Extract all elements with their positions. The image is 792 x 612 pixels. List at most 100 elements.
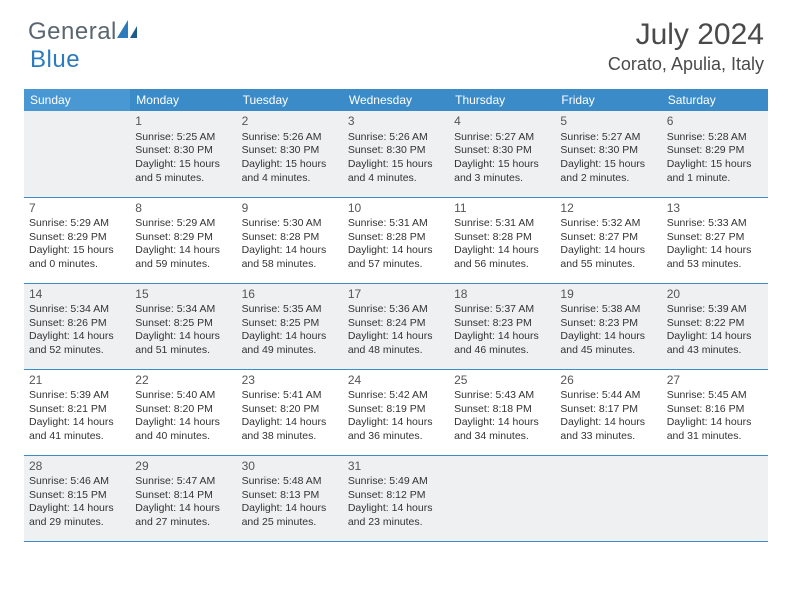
daylight-text-2: and 33 minutes. <box>560 430 656 444</box>
daylight-text-2: and 59 minutes. <box>135 258 231 272</box>
day-number: 18 <box>454 287 550 303</box>
sunset-text: Sunset: 8:29 PM <box>135 231 231 245</box>
sunset-text: Sunset: 8:22 PM <box>667 317 763 331</box>
daylight-text-1: Daylight: 14 hours <box>560 416 656 430</box>
calendar-cell <box>555 455 661 541</box>
daylight-text-1: Daylight: 14 hours <box>29 330 125 344</box>
sunset-text: Sunset: 8:28 PM <box>242 231 338 245</box>
daylight-text-1: Daylight: 15 hours <box>454 158 550 172</box>
dow-row: Sunday Monday Tuesday Wednesday Thursday… <box>24 89 768 111</box>
sunrise-text: Sunrise: 5:31 AM <box>348 217 444 231</box>
day-number: 28 <box>29 459 125 475</box>
calendar-cell: 3Sunrise: 5:26 AMSunset: 8:30 PMDaylight… <box>343 111 449 197</box>
sunrise-text: Sunrise: 5:49 AM <box>348 475 444 489</box>
sunset-text: Sunset: 8:14 PM <box>135 489 231 503</box>
day-number: 25 <box>454 373 550 389</box>
sunset-text: Sunset: 8:26 PM <box>29 317 125 331</box>
daylight-text-1: Daylight: 14 hours <box>135 502 231 516</box>
sunset-text: Sunset: 8:28 PM <box>348 231 444 245</box>
sunrise-text: Sunrise: 5:43 AM <box>454 389 550 403</box>
daylight-text-2: and 2 minutes. <box>560 172 656 186</box>
calendar-cell: 7Sunrise: 5:29 AMSunset: 8:29 PMDaylight… <box>24 197 130 283</box>
day-number: 10 <box>348 201 444 217</box>
daylight-text-2: and 48 minutes. <box>348 344 444 358</box>
daylight-text-2: and 25 minutes. <box>242 516 338 530</box>
sunrise-text: Sunrise: 5:45 AM <box>667 389 763 403</box>
calendar-cell: 25Sunrise: 5:43 AMSunset: 8:18 PMDayligh… <box>449 369 555 455</box>
sunset-text: Sunset: 8:18 PM <box>454 403 550 417</box>
daylight-text-1: Daylight: 14 hours <box>560 244 656 258</box>
sunset-text: Sunset: 8:29 PM <box>667 144 763 158</box>
daylight-text-2: and 46 minutes. <box>454 344 550 358</box>
calendar-cell: 22Sunrise: 5:40 AMSunset: 8:20 PMDayligh… <box>130 369 236 455</box>
daylight-text-1: Daylight: 14 hours <box>29 416 125 430</box>
daylight-text-2: and 49 minutes. <box>242 344 338 358</box>
calendar-week: 1Sunrise: 5:25 AMSunset: 8:30 PMDaylight… <box>24 111 768 197</box>
dow-friday: Friday <box>555 89 661 111</box>
calendar-cell: 29Sunrise: 5:47 AMSunset: 8:14 PMDayligh… <box>130 455 236 541</box>
dow-thursday: Thursday <box>449 89 555 111</box>
sunrise-text: Sunrise: 5:25 AM <box>135 131 231 145</box>
calendar-cell: 4Sunrise: 5:27 AMSunset: 8:30 PMDaylight… <box>449 111 555 197</box>
calendar-cell: 24Sunrise: 5:42 AMSunset: 8:19 PMDayligh… <box>343 369 449 455</box>
logo: General <box>28 18 141 46</box>
sunset-text: Sunset: 8:30 PM <box>135 144 231 158</box>
daylight-text-1: Daylight: 15 hours <box>242 158 338 172</box>
sunrise-text: Sunrise: 5:42 AM <box>348 389 444 403</box>
sunrise-text: Sunrise: 5:27 AM <box>454 131 550 145</box>
day-number: 3 <box>348 114 444 130</box>
day-number: 21 <box>29 373 125 389</box>
daylight-text-1: Daylight: 15 hours <box>348 158 444 172</box>
calendar-cell: 1Sunrise: 5:25 AMSunset: 8:30 PMDaylight… <box>130 111 236 197</box>
sunrise-text: Sunrise: 5:26 AM <box>348 131 444 145</box>
calendar-cell: 19Sunrise: 5:38 AMSunset: 8:23 PMDayligh… <box>555 283 661 369</box>
sunset-text: Sunset: 8:28 PM <box>454 231 550 245</box>
sunrise-text: Sunrise: 5:29 AM <box>135 217 231 231</box>
sunrise-text: Sunrise: 5:36 AM <box>348 303 444 317</box>
sunrise-text: Sunrise: 5:48 AM <box>242 475 338 489</box>
sunset-text: Sunset: 8:23 PM <box>560 317 656 331</box>
logo-text-blue: Blue <box>30 46 80 74</box>
day-number: 11 <box>454 201 550 217</box>
day-number: 13 <box>667 201 763 217</box>
calendar-cell: 31Sunrise: 5:49 AMSunset: 8:12 PMDayligh… <box>343 455 449 541</box>
sunrise-text: Sunrise: 5:39 AM <box>667 303 763 317</box>
sunset-text: Sunset: 8:27 PM <box>560 231 656 245</box>
calendar-cell <box>449 455 555 541</box>
calendar-cell: 23Sunrise: 5:41 AMSunset: 8:20 PMDayligh… <box>237 369 343 455</box>
sunset-text: Sunset: 8:30 PM <box>560 144 656 158</box>
month-title: July 2024 <box>608 18 764 52</box>
dow-saturday: Saturday <box>662 89 768 111</box>
calendar-cell: 16Sunrise: 5:35 AMSunset: 8:25 PMDayligh… <box>237 283 343 369</box>
daylight-text-1: Daylight: 14 hours <box>242 330 338 344</box>
sunset-text: Sunset: 8:16 PM <box>667 403 763 417</box>
calendar-cell: 8Sunrise: 5:29 AMSunset: 8:29 PMDaylight… <box>130 197 236 283</box>
sunrise-text: Sunrise: 5:26 AM <box>242 131 338 145</box>
calendar-cell: 17Sunrise: 5:36 AMSunset: 8:24 PMDayligh… <box>343 283 449 369</box>
sunrise-text: Sunrise: 5:40 AM <box>135 389 231 403</box>
calendar-cell: 6Sunrise: 5:28 AMSunset: 8:29 PMDaylight… <box>662 111 768 197</box>
calendar-cell: 5Sunrise: 5:27 AMSunset: 8:30 PMDaylight… <box>555 111 661 197</box>
calendar-cell: 30Sunrise: 5:48 AMSunset: 8:13 PMDayligh… <box>237 455 343 541</box>
daylight-text-2: and 27 minutes. <box>135 516 231 530</box>
daylight-text-1: Daylight: 15 hours <box>29 244 125 258</box>
sunrise-text: Sunrise: 5:35 AM <box>242 303 338 317</box>
calendar-cell: 27Sunrise: 5:45 AMSunset: 8:16 PMDayligh… <box>662 369 768 455</box>
calendar-cell: 15Sunrise: 5:34 AMSunset: 8:25 PMDayligh… <box>130 283 236 369</box>
daylight-text-1: Daylight: 14 hours <box>29 502 125 516</box>
sunset-text: Sunset: 8:30 PM <box>242 144 338 158</box>
sunset-text: Sunset: 8:20 PM <box>135 403 231 417</box>
daylight-text-2: and 5 minutes. <box>135 172 231 186</box>
sunset-text: Sunset: 8:25 PM <box>135 317 231 331</box>
daylight-text-2: and 56 minutes. <box>454 258 550 272</box>
daylight-text-1: Daylight: 14 hours <box>454 416 550 430</box>
daylight-text-1: Daylight: 14 hours <box>348 502 444 516</box>
sunrise-text: Sunrise: 5:44 AM <box>560 389 656 403</box>
sunset-text: Sunset: 8:19 PM <box>348 403 444 417</box>
daylight-text-1: Daylight: 14 hours <box>348 416 444 430</box>
daylight-text-2: and 4 minutes. <box>348 172 444 186</box>
daylight-text-2: and 0 minutes. <box>29 258 125 272</box>
day-number: 26 <box>560 373 656 389</box>
daylight-text-2: and 43 minutes. <box>667 344 763 358</box>
daylight-text-2: and 45 minutes. <box>560 344 656 358</box>
